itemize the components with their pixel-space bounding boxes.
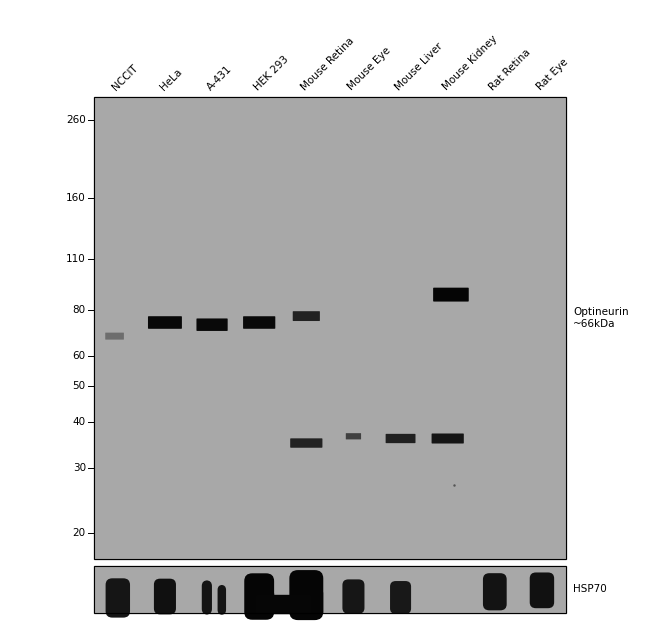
FancyBboxPatch shape: [218, 585, 226, 615]
FancyBboxPatch shape: [244, 573, 274, 619]
Text: A-431: A-431: [205, 63, 233, 92]
Text: Optineurin
~66kDa: Optineurin ~66kDa: [573, 307, 629, 329]
FancyBboxPatch shape: [343, 579, 365, 614]
FancyBboxPatch shape: [292, 311, 320, 321]
Text: 20: 20: [73, 528, 86, 538]
Text: 80: 80: [73, 305, 86, 315]
FancyBboxPatch shape: [105, 578, 130, 618]
FancyBboxPatch shape: [289, 570, 323, 620]
Text: 40: 40: [73, 416, 86, 426]
FancyBboxPatch shape: [432, 433, 464, 443]
Text: Rat Retina: Rat Retina: [488, 47, 533, 92]
Bar: [94, 97, 566, 559]
FancyBboxPatch shape: [390, 581, 411, 614]
Text: Mouse Liver: Mouse Liver: [393, 41, 445, 92]
FancyBboxPatch shape: [105, 333, 124, 340]
Bar: [94, 566, 566, 613]
Text: Rat Eye: Rat Eye: [535, 57, 570, 92]
FancyBboxPatch shape: [483, 573, 507, 610]
Text: 160: 160: [66, 193, 86, 203]
Text: Mouse Eye: Mouse Eye: [346, 46, 393, 92]
FancyBboxPatch shape: [154, 579, 176, 614]
Bar: [256, 595, 309, 613]
FancyBboxPatch shape: [290, 438, 322, 448]
Text: HeLa: HeLa: [158, 66, 183, 92]
Text: 50: 50: [73, 381, 86, 391]
Text: HEK 293: HEK 293: [252, 54, 291, 92]
FancyBboxPatch shape: [346, 433, 361, 440]
FancyBboxPatch shape: [243, 316, 276, 329]
Text: NCCIT: NCCIT: [111, 63, 140, 92]
FancyBboxPatch shape: [202, 581, 212, 614]
Text: 30: 30: [73, 463, 86, 473]
FancyBboxPatch shape: [530, 572, 554, 608]
Text: 110: 110: [66, 254, 86, 264]
Text: 60: 60: [73, 351, 86, 361]
Text: Mouse Retina: Mouse Retina: [299, 36, 356, 92]
FancyBboxPatch shape: [148, 316, 182, 329]
Text: Mouse Kidney: Mouse Kidney: [441, 34, 499, 92]
FancyBboxPatch shape: [385, 434, 415, 443]
FancyBboxPatch shape: [196, 319, 227, 331]
Bar: [94, 566, 566, 613]
FancyBboxPatch shape: [433, 288, 469, 302]
Bar: [291, 592, 322, 613]
Text: 260: 260: [66, 115, 86, 125]
Bar: [94, 97, 566, 559]
Text: HSP70: HSP70: [573, 584, 607, 594]
Bar: [246, 593, 273, 613]
